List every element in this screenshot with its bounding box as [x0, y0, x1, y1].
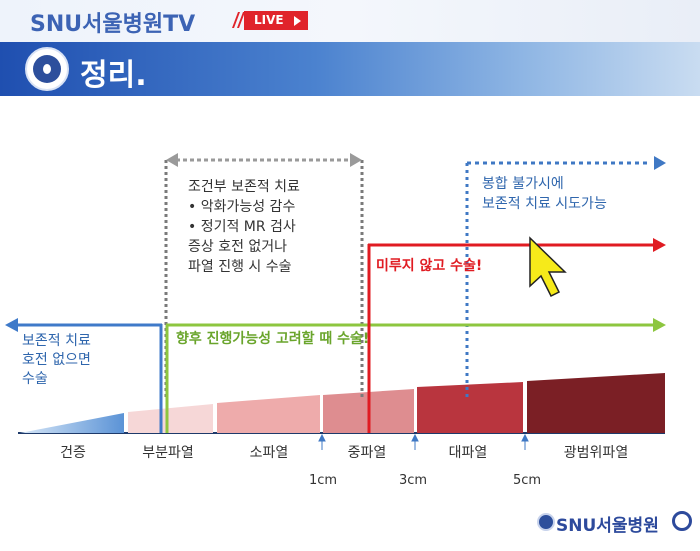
arrow-left-icon	[5, 318, 18, 332]
top-banner	[0, 0, 700, 42]
seal-icon	[672, 511, 692, 531]
hospital-emblem-icon	[537, 513, 555, 531]
hospital-emblem-icon	[25, 47, 69, 91]
stage-bar-massive	[527, 373, 665, 433]
stage-label: 소파열	[250, 445, 289, 461]
stage-label: 부분파열	[142, 445, 194, 461]
red-arrow-label: 미루지 않고 수술!	[376, 257, 482, 274]
mouse-pointer-icon	[529, 236, 567, 298]
stage-label: 대파열	[449, 445, 488, 461]
middle-box-line: 파열 진행 시 수술	[188, 259, 292, 275]
arrow-left-icon	[166, 153, 178, 167]
stage-bar-tendinosis	[20, 413, 124, 433]
channel-brand: SNU서울병원TV	[30, 12, 196, 37]
green-arrow-label: 향후 진행가능성 고려할 때 수술!	[176, 330, 369, 347]
conservative-arrow	[5, 318, 163, 433]
live-slash-icon	[232, 12, 245, 28]
stage-label: 광범위파열	[564, 445, 628, 461]
right-box-line: 보존적 치료 시도가능	[482, 196, 607, 212]
right-box-line: 봉합 불가시에	[482, 176, 564, 192]
middle-box-line: • 악화가능성 감수	[188, 199, 295, 215]
middle-box-line: 조건부 보존적 치료	[188, 179, 300, 195]
stage-bar-small	[217, 395, 320, 433]
progression-arrow	[165, 318, 666, 433]
left-box-line: 호전 없으면	[22, 352, 91, 368]
arrow-right-icon	[350, 153, 362, 167]
arrow-right-icon	[653, 238, 666, 252]
stage-bar-partial	[128, 404, 213, 433]
middle-box-line: 증상 호전 없거나	[188, 239, 287, 255]
footer-logo: SNU서울병원	[556, 516, 659, 536]
stage-bar-large	[417, 382, 523, 433]
title-bar	[0, 42, 700, 96]
arrow-right-icon	[653, 318, 666, 332]
irreparable-region	[465, 156, 666, 398]
size-label: 1cm	[309, 473, 337, 488]
stage-label: 중파열	[348, 445, 387, 461]
surgery-arrow	[367, 238, 666, 433]
size-label: 3cm	[399, 473, 427, 488]
stage-label: 건증	[60, 445, 86, 461]
arrow-right-icon	[654, 156, 666, 170]
live-label: LIVE	[254, 13, 284, 27]
left-box-line: 수술	[22, 371, 48, 387]
left-box-line: 보존적 치료	[22, 333, 91, 349]
middle-box-line: • 정기적 MR 검사	[188, 219, 296, 235]
slide-title: 정리.	[80, 58, 147, 93]
size-label: 5cm	[513, 473, 541, 488]
play-icon	[294, 16, 301, 26]
size-markers	[318, 433, 529, 450]
live-badge: LIVE	[244, 11, 308, 30]
